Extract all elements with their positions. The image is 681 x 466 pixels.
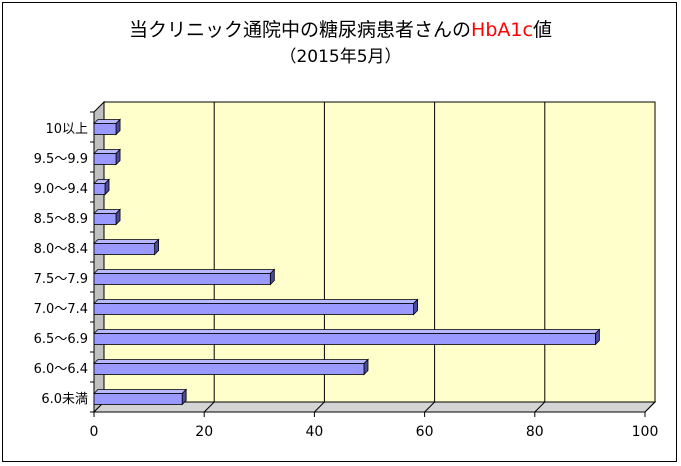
category-label-2: 9.0～9.4: [34, 182, 88, 197]
bar-4: [93, 243, 156, 255]
category-label-4: 8.0～8.4: [34, 242, 88, 257]
x-tick-label-0: 0: [90, 424, 99, 440]
x-tick-label-100: 100: [632, 424, 659, 440]
category-label-8: 6.0～6.4: [34, 362, 88, 377]
bar-top-9: [93, 389, 188, 394]
x-tick-label-80: 80: [526, 424, 544, 440]
chart-title: 当クリニック通院中の糖尿病患者さんのHbA1c値: [0, 18, 681, 42]
bar-top-5: [93, 269, 276, 274]
chart-title-accent: HbA1c: [471, 19, 533, 41]
bar-5: [93, 273, 271, 285]
bar-3: [93, 213, 117, 225]
gridline-floor-80: [534, 401, 546, 413]
category-label-0: 10以上: [45, 122, 88, 137]
category-label-3: 8.5～8.9: [34, 212, 88, 227]
bar-top-7: [93, 329, 601, 334]
bar-top-6: [93, 299, 419, 304]
x-tick-label-40: 40: [305, 424, 323, 440]
category-label-5: 7.5～7.9: [34, 272, 88, 287]
x-tick-label-20: 20: [195, 424, 213, 440]
chart-subtitle: （2015年5月）: [279, 47, 402, 67]
bar-6: [93, 303, 414, 315]
gridline-floor-100: [644, 401, 656, 413]
chart-title-prefix: 当クリニック通院中の糖尿病患者さんの: [129, 19, 472, 41]
gridline-floor-20: [203, 401, 215, 413]
bar-8: [93, 363, 365, 375]
gridline-floor-40: [314, 401, 325, 413]
bar-0: [93, 123, 117, 135]
x-tick-label-60: 60: [416, 424, 434, 440]
chart-title-suffix: 値: [532, 19, 552, 41]
gridline-floor-60: [424, 401, 435, 413]
bar-2: [93, 183, 106, 195]
category-label-6: 7.0～7.4: [34, 302, 88, 317]
bar-9: [93, 393, 183, 405]
category-label-7: 6.5～6.9: [34, 332, 88, 347]
category-label-9: 6.0未満: [41, 392, 88, 407]
bar-top-4: [93, 239, 160, 244]
bar-1: [93, 153, 117, 165]
plot-back-wall: [103, 101, 656, 403]
category-label-1: 9.5～9.9: [34, 152, 88, 167]
bar-7: [93, 333, 596, 345]
bar-top-8: [93, 359, 369, 364]
